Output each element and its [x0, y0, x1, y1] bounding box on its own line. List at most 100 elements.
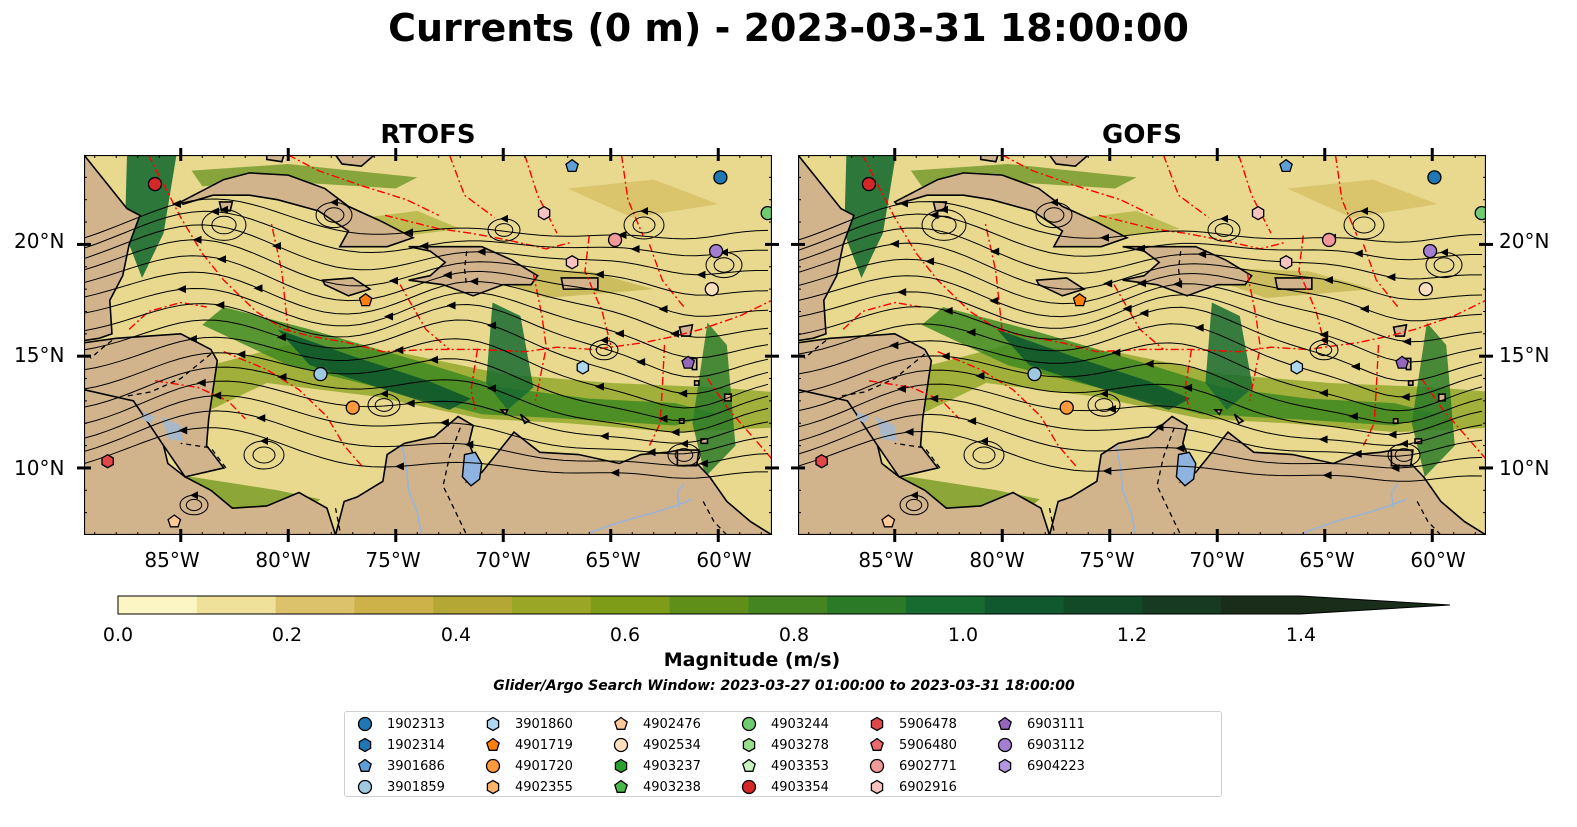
- legend-marker: [357, 716, 373, 732]
- platform-marker: [101, 453, 114, 469]
- streamline-arrow: [1400, 392, 1410, 401]
- river: [1302, 498, 1407, 534]
- legend-marker: [870, 737, 884, 751]
- platform-marker: [345, 400, 360, 415]
- streamline-arrow: [1402, 337, 1412, 346]
- streamline-arrow: [469, 277, 479, 286]
- eddy-streamline: [905, 498, 923, 512]
- hexagon-marker-icon: [742, 737, 756, 753]
- land-polygon: [1048, 155, 1090, 168]
- streamline-arrow: [1139, 309, 1149, 318]
- legend-marker: [486, 779, 500, 795]
- eez-boundary: [868, 380, 960, 420]
- platform-marker: [681, 355, 696, 369]
- streamline: [798, 306, 1483, 382]
- colorbar-segment: [590, 596, 671, 614]
- streamline-arrow: [1100, 389, 1108, 398]
- lon-label-80w-a: 80°W: [255, 548, 311, 572]
- streamline-arrow: [658, 305, 668, 314]
- eez-boundary: [706, 378, 772, 460]
- eddy-streamline: [1394, 448, 1414, 462]
- platform-marker: [708, 243, 724, 259]
- legend-marker: [358, 758, 372, 772]
- colorbar-tick: 1.4: [1285, 624, 1317, 646]
- streamline-arrow: [600, 336, 608, 345]
- circle-marker-icon: [613, 737, 629, 753]
- country-border: [1177, 251, 1182, 287]
- rtofs-map[interactable]: [84, 155, 772, 535]
- legend-marker: [998, 716, 1012, 730]
- lake-maracaibo: [461, 451, 483, 487]
- lat-label-20n-right: 20°N: [1499, 229, 1550, 253]
- pentagon-marker-icon: [870, 737, 884, 751]
- platform-marker: [881, 514, 896, 528]
- platform-marker: [1059, 400, 1074, 415]
- streamline-arrow: [967, 417, 977, 426]
- pentagon-marker-icon: [742, 758, 756, 772]
- legend-marker: [486, 737, 500, 751]
- streamline-arrow: [898, 199, 908, 208]
- streamline-arrow: [446, 301, 456, 310]
- streamline-arrow: [646, 448, 656, 457]
- streamline-arrow: [658, 414, 668, 423]
- land-polygon: [334, 415, 772, 535]
- eddy-streamline: [1315, 343, 1333, 357]
- eez-boundary: [1298, 235, 1326, 346]
- streamline-arrow: [943, 306, 953, 315]
- search-window-caption: Glider/Argo Search Window: 2023-03-27 01…: [493, 678, 1075, 694]
- legend-entry: 4903237: [613, 756, 701, 776]
- colorbar-segment: [1142, 596, 1222, 614]
- colorbar-segment: [748, 596, 828, 614]
- streamline-arrow: [904, 428, 914, 437]
- legend-entry: 6903111: [997, 714, 1085, 734]
- legend-marker: [997, 737, 1013, 753]
- legend-entry: 5906480: [869, 735, 957, 755]
- streamline: [84, 224, 768, 276]
- streamline-arrow: [260, 437, 268, 445]
- current-magnitude-region: [486, 302, 534, 410]
- platform-marker: [537, 205, 551, 221]
- legend-entry: 6902916: [869, 777, 957, 797]
- circle-marker-icon: [357, 779, 373, 795]
- streamline-arrow: [989, 296, 999, 305]
- legend-marker: [614, 716, 628, 730]
- land-polygon: [693, 379, 700, 387]
- eez-boundary: [1362, 344, 1380, 446]
- pentagon-marker-icon: [486, 737, 500, 751]
- platform-marker: [1321, 232, 1337, 248]
- streamline-arrow: [630, 245, 640, 254]
- colorbar-segment: [275, 596, 355, 614]
- legend-label: 4903278: [771, 737, 829, 753]
- eez-boundary: [287, 155, 440, 216]
- platform-marker: [1290, 360, 1304, 375]
- map-canvas: [798, 155, 1486, 535]
- pentagon-marker-icon: [358, 758, 372, 772]
- streamline-arrow: [1136, 244, 1146, 253]
- streamline-arrow: [212, 391, 222, 400]
- colorbar-segment: [1221, 596, 1301, 614]
- legend-marker: [742, 758, 756, 772]
- streamline: [84, 352, 769, 422]
- gofs-map[interactable]: [798, 155, 1486, 535]
- legend-label: 4903237: [643, 758, 701, 774]
- circle-marker-icon: [869, 758, 885, 774]
- legend-marker: [870, 779, 884, 795]
- streamline-arrow: [696, 270, 706, 279]
- colorbar-outline: [117, 595, 1451, 615]
- eez-boundary: [448, 155, 496, 219]
- colorbar-tick: 1.2: [1116, 624, 1148, 646]
- streamline-arrow: [1387, 430, 1397, 439]
- platform-marker: [713, 170, 728, 185]
- streamline-arrow: [1323, 276, 1333, 285]
- streamline-arrow: [1197, 250, 1207, 259]
- eddy-streamline: [185, 498, 203, 512]
- land-polygon: [1392, 323, 1408, 337]
- lon-label-70w-a: 70°W: [475, 548, 531, 572]
- platform-marker: [1418, 281, 1433, 297]
- lon-label-70w-b: 70°W: [1189, 548, 1245, 572]
- legend-label: 3901860: [515, 716, 573, 732]
- eez-boundary: [648, 344, 666, 446]
- legend-label: 4903354: [771, 779, 829, 795]
- legend-entry: 6904223: [997, 756, 1085, 776]
- streamline-arrow: [1319, 330, 1329, 339]
